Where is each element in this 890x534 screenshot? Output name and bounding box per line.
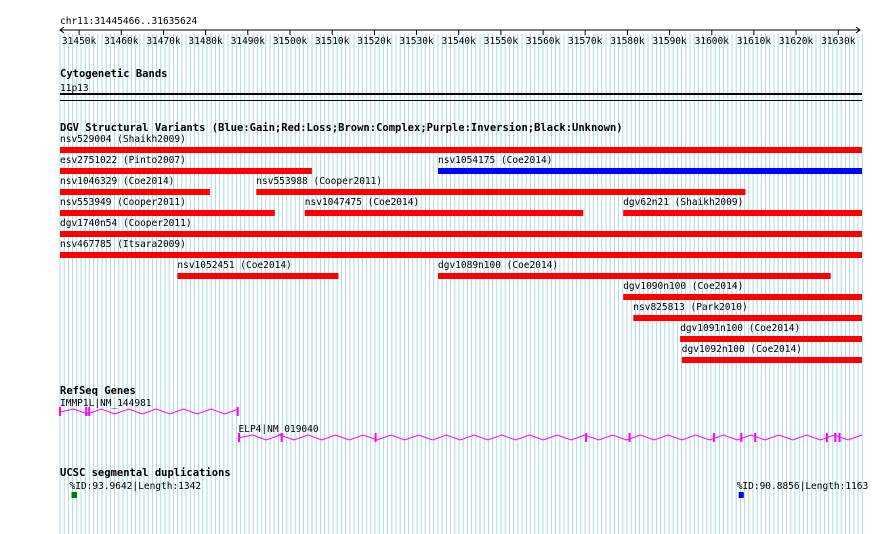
dgv-feature-bar[interactable] <box>177 273 339 279</box>
ruler-tick-label: 31560k <box>526 36 561 47</box>
ruler-tick-label: 31490k <box>231 36 266 47</box>
refseq-exon[interactable] <box>85 407 88 416</box>
ruler-tick-label: 31510k <box>315 36 350 47</box>
refseq-track-title: RefSeq Genes <box>60 385 136 397</box>
ruler-tick-label: 31500k <box>273 36 308 47</box>
ruler-tick-label: 31590k <box>652 36 687 47</box>
dgv-feature-label: nsv1046329 (Coe2014) <box>60 176 174 187</box>
ruler-tick-label: 31570k <box>568 36 603 47</box>
dgv-feature-label: dgv1740n54 (Cooper2011) <box>60 218 192 229</box>
dgv-feature-label: nsv1054175 (Coe2014) <box>438 155 552 166</box>
refseq-gene-intron[interactable] <box>238 434 863 441</box>
ruler-tick-label: 31580k <box>610 36 645 47</box>
dgv-feature-label: dgv1091n100 (Coe2014) <box>680 323 800 334</box>
dgv-feature-label: nsv467785 (Itsara2009) <box>60 239 186 250</box>
dgv-feature-label: nsv1047475 (Coe2014) <box>305 197 419 208</box>
cytoband-label: 11p13 <box>60 83 89 94</box>
refseq-exon[interactable] <box>628 433 631 442</box>
ruler-right-arrow-icon <box>855 26 861 34</box>
dgv-feature-label: dgv1089n100 (Coe2014) <box>438 260 558 271</box>
dgv-feature-bar[interactable] <box>438 168 862 174</box>
segdup-track-title: UCSC segmental duplications <box>60 467 231 479</box>
ruler-tick-label: 31630k <box>821 36 856 47</box>
refseq-exon[interactable] <box>59 407 61 416</box>
dgv-feature-bar[interactable] <box>438 273 831 279</box>
dgv-feature-bar[interactable] <box>623 294 862 300</box>
segdup-block[interactable] <box>738 492 744 498</box>
cytogenetic-bands-title: Cytogenetic Bands <box>60 68 167 80</box>
cytoband-separator <box>60 100 862 101</box>
dgv-track-title: DGV Structural Variants (Blue:Gain;Red:L… <box>60 122 623 134</box>
refseq-exon[interactable] <box>712 433 715 442</box>
ruler-tick-label: 31610k <box>737 36 772 47</box>
cytoband-bar[interactable] <box>60 93 862 95</box>
refseq-exon[interactable] <box>834 433 837 442</box>
background-grid <box>59 34 863 534</box>
refseq-exon[interactable] <box>88 407 91 416</box>
dgv-feature-bar[interactable] <box>680 336 862 342</box>
ruler-tick-label: 31530k <box>399 36 434 47</box>
dgv-feature-label: nsv825813 (Park2010) <box>633 302 747 313</box>
dgv-feature-label: nsv553988 (Cooper2011) <box>256 176 382 187</box>
refseq-exon[interactable] <box>754 433 757 442</box>
region-label: chr11:31445466..31635624 <box>60 16 198 27</box>
segdup-block[interactable] <box>71 492 78 498</box>
ruler-tick-label: 31550k <box>484 36 519 47</box>
ruler-tick-label: 31480k <box>188 36 223 47</box>
refseq-exon[interactable] <box>740 433 743 442</box>
dgv-feature-label: dgv62n21 (Shaikh2009) <box>623 197 743 208</box>
dgv-feature-label: nsv529004 (Shaikh2009) <box>60 134 186 145</box>
refseq-exon[interactable] <box>838 433 841 442</box>
refseq-exon[interactable] <box>238 433 240 442</box>
refseq-track: IMMP1L|NM_144981 ELP4|NM_019040 <box>59 398 863 442</box>
dgv-feature-bar[interactable] <box>60 252 862 258</box>
dgv-track: nsv529004 (Shaikh2009) esv2751022 (Pinto2… <box>60 134 862 363</box>
dgv-feature-label: dgv1092n100 (Coe2014) <box>682 344 802 355</box>
ruler-tick-label: 31620k <box>779 36 814 47</box>
segdup-label: %ID:93.9642|Length:1342 <box>70 481 202 492</box>
ruler-left-arrow-icon <box>59 26 65 34</box>
dgv-feature-bar[interactable] <box>304 210 584 216</box>
segdup-label: %ID:90.8856|Length:1163 <box>737 481 869 492</box>
dgv-feature-label: dgv1090n100 (Coe2014) <box>623 281 743 292</box>
dgv-feature-bar[interactable] <box>60 168 312 174</box>
dgv-feature-label: nsv1052451 (Coe2014) <box>177 260 291 271</box>
position-ruler: 31450k 31460k 31470k 31480k 31490k 31500k 3151… <box>59 26 861 47</box>
dgv-feature-bar[interactable] <box>60 231 862 237</box>
dgv-feature-bar[interactable] <box>60 189 210 195</box>
ruler-tick-label: 31460k <box>104 36 139 47</box>
dgv-feature-bar[interactable] <box>60 210 275 216</box>
ruler-tick-label: 31600k <box>695 36 730 47</box>
ruler-tick-label: 31540k <box>442 36 477 47</box>
segdup-track: %ID:93.9642|Length:1342 %ID:90.8856|Lengt… <box>70 481 869 498</box>
dgv-feature-bar[interactable] <box>60 147 862 153</box>
refseq-gene-label: IMMP1L|NM_144981 <box>60 398 152 409</box>
dgv-feature-label: nsv553949 (Cooper2011) <box>60 197 186 208</box>
refseq-exon[interactable] <box>280 433 283 442</box>
dgv-feature-label: esv2751022 (Pinto2007) <box>60 155 186 166</box>
dgv-feature-bar[interactable] <box>256 189 746 195</box>
refseq-exon[interactable] <box>825 433 828 442</box>
refseq-exon[interactable] <box>585 433 588 442</box>
refseq-gene-label: ELP4|NM_019040 <box>239 424 319 435</box>
refseq-exon[interactable] <box>236 407 239 416</box>
ruler-tick-label: 31470k <box>146 36 181 47</box>
dgv-feature-bar[interactable] <box>623 210 862 216</box>
dgv-feature-bar[interactable] <box>681 357 862 363</box>
ruler-tick-label: 31520k <box>357 36 392 47</box>
dgv-feature-bar[interactable] <box>633 315 862 321</box>
refseq-exon[interactable] <box>374 433 377 442</box>
ruler-tick-label: 31450k <box>62 36 97 47</box>
